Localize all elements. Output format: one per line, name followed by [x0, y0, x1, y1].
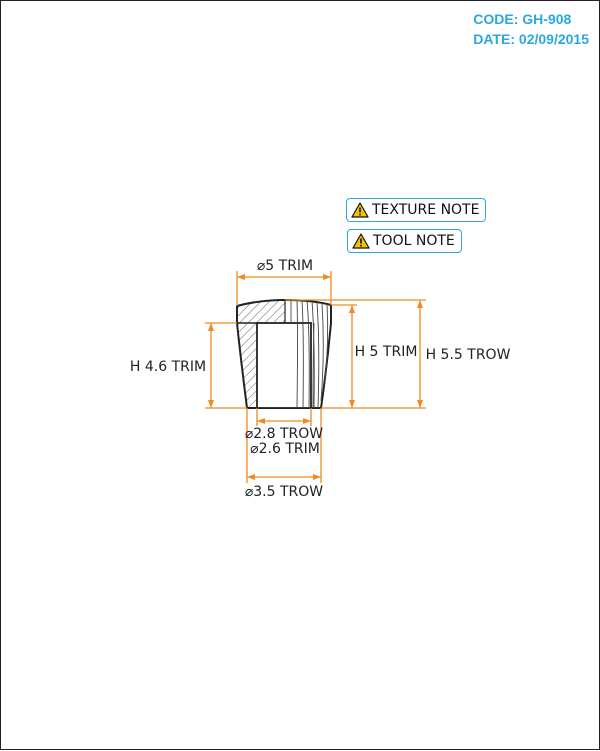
- bore: [256, 322, 312, 409]
- texture-note-label: TEXTURE NOTE: [372, 202, 480, 218]
- label-outer-height: H 5.5 TROW: [426, 347, 511, 363]
- tool-note-button[interactable]: TOOL NOTE: [347, 229, 462, 253]
- dim-left-height: [205, 322, 247, 409]
- drawing-code: CODE: GH-908: [473, 11, 572, 27]
- title-block: CODE: GH-908 DATE: 02/09/2015: [473, 9, 589, 49]
- dim-inner-height: [321, 304, 357, 409]
- dim-base-diameter: [246, 408, 322, 483]
- label-base-diameter: ⌀3.5 TROW: [245, 484, 323, 500]
- part-outline: [236, 298, 332, 409]
- warning-icon: [351, 202, 369, 218]
- label-bore-trow: ⌀2.8 TROW: [245, 426, 323, 442]
- drawing-date: DATE: 02/09/2015: [473, 31, 589, 47]
- knurl-lines: [290, 300, 329, 409]
- dim-outer-height: [285, 299, 426, 409]
- label-inner-height: H 5 TRIM: [355, 344, 418, 360]
- tool-note-label: TOOL NOTE: [373, 233, 455, 249]
- label-left-height: H 4.6 TRIM: [130, 359, 206, 375]
- texture-note-button[interactable]: TEXTURE NOTE: [346, 198, 487, 222]
- label-top-diameter: ⌀5 TRIM: [257, 258, 313, 274]
- label-bore-trim: ⌀2.6 TRIM: [250, 441, 320, 457]
- section-hatch: [237, 300, 285, 408]
- dim-bore-diameter: [256, 408, 312, 426]
- warning-icon: [352, 233, 370, 249]
- knob-part: [236, 298, 332, 409]
- dim-top-diameter: [236, 271, 332, 306]
